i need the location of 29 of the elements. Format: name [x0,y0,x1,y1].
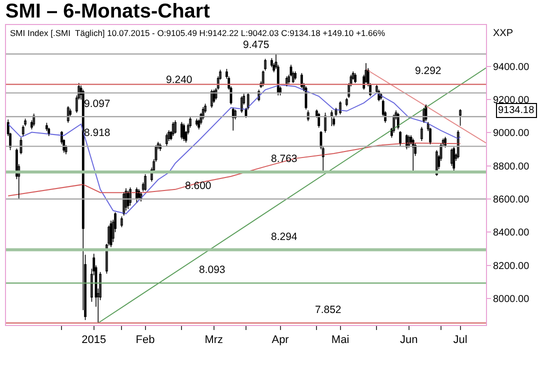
text: XXP [493,28,514,39]
y-tick-label: 8200.00 [493,260,530,272]
y-tick-label: 8400.00 [493,228,530,239]
annotation: 8.093 [199,264,226,276]
x-tick-label: Feb [136,334,155,346]
chart-title: SMI – 6-Monats-Chart [5,0,210,23]
x-tick-label: Jun [400,334,418,346]
chart-subtitle: SMI Index [.SMI Täglich] 10.07.2015 - O:9105.49 H:9142.22 L:9042.03 C:9134.18 +149.10 +1.66% [10,28,386,38]
annotation: 9.240 [166,74,192,86]
annotation: 9.097 [84,98,110,110]
y-tick-label: 9000.00 [493,128,530,140]
x-tick-label: Mai [331,334,350,346]
annotation: 8.600 [185,180,212,192]
annotation: 9.475 [243,39,270,51]
y-tick-label: 8600.00 [493,194,530,206]
y-tick-label: 9400.00 [493,62,530,73]
x-tick-label: 2015 [82,334,106,346]
annotation: 8.294 [271,231,298,243]
text: 9134.18 [498,105,535,116]
annotation: 9.292 [415,65,442,77]
x-tick-label: Mrz [204,334,224,346]
line-series [8,84,461,214]
x-tick-label: Jul [453,334,468,346]
x-tick-label: Apr [272,334,290,346]
annotation: 8.763 [271,153,298,165]
annotation: 8.918 [84,127,110,139]
y-tick-label: 8800.00 [493,161,530,172]
y-tick-label: 8000.00 [493,294,530,305]
annotation: 7.852 [315,304,342,316]
